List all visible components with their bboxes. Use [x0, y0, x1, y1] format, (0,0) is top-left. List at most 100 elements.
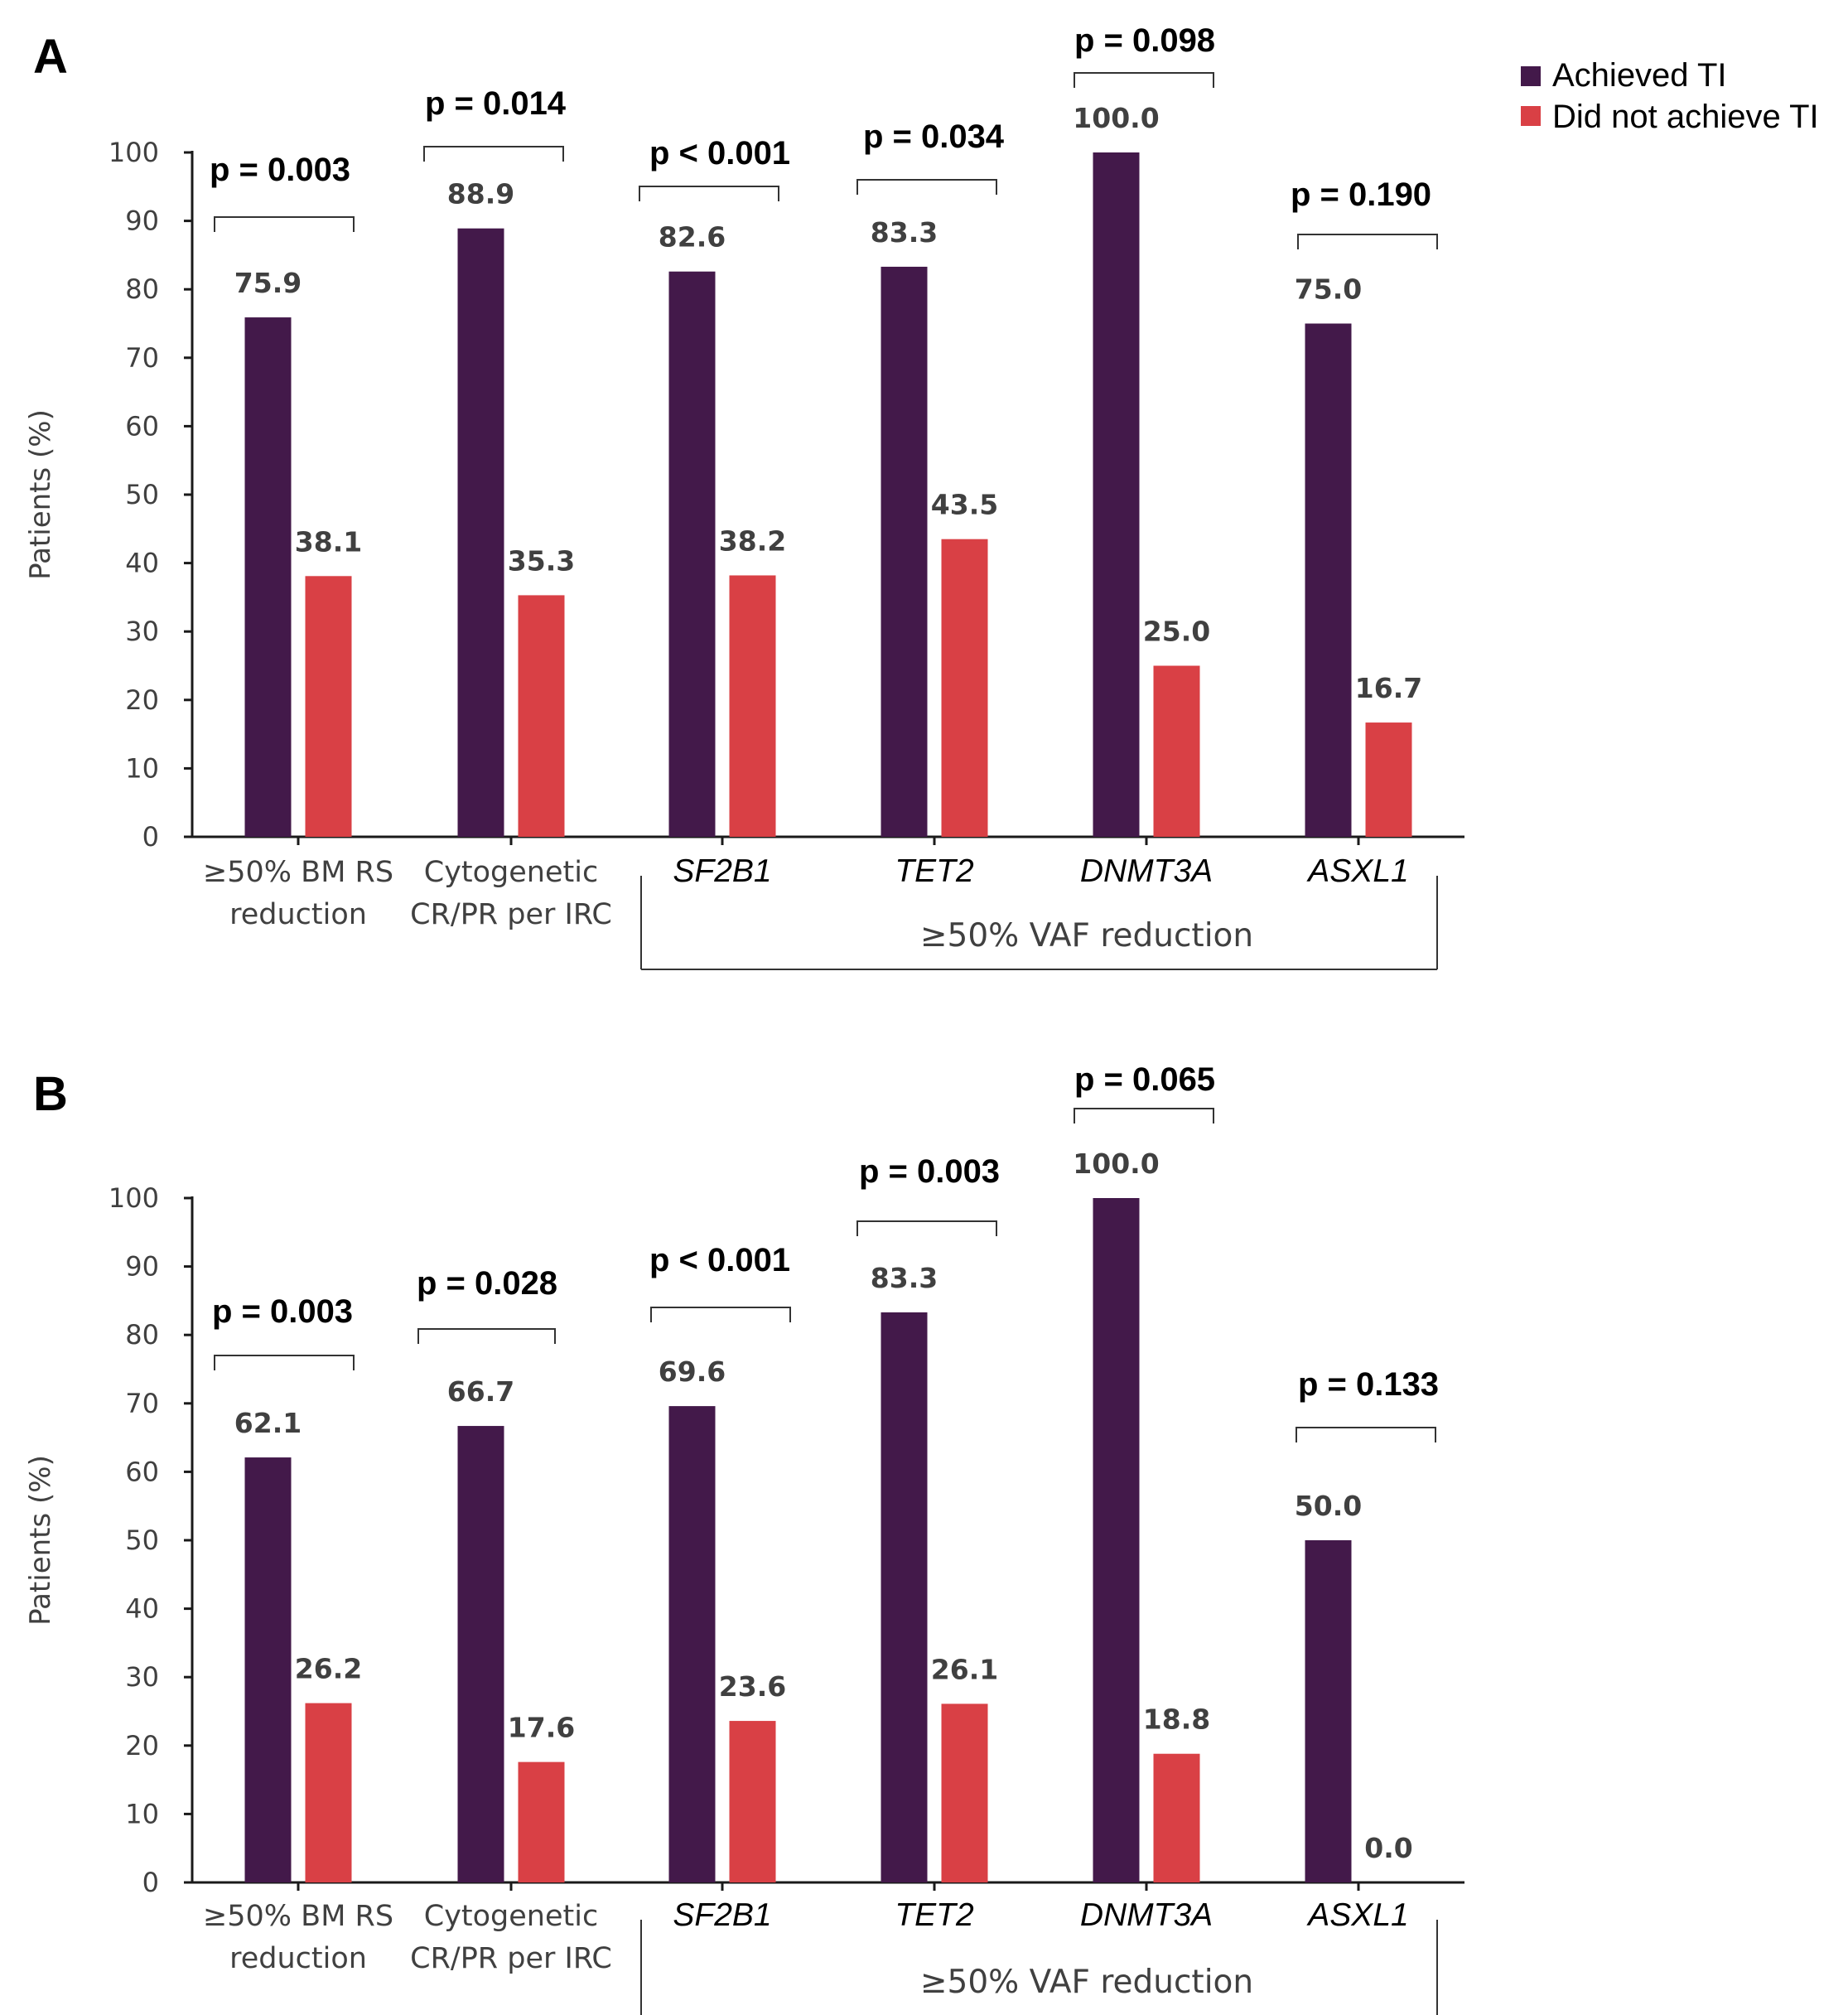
p-value-bracket: [1074, 72, 1214, 88]
bar-value-label: 75.0: [1295, 273, 1362, 306]
y-axis-label: Patients (%): [24, 1455, 57, 1626]
x-category-label: DNMT3A: [1080, 1897, 1213, 1933]
legend-label-achieved: Achieved TI: [1552, 57, 1727, 94]
p-value-label: p = 0.133: [1298, 1366, 1439, 1403]
bar-value-label: 66.7: [447, 1375, 514, 1408]
p-value-bracket: [856, 179, 997, 195]
y-tick-label: 80: [125, 273, 159, 305]
x-category-label: reduction: [229, 1942, 367, 1975]
y-tick-label: 30: [125, 1661, 159, 1693]
bar-value-label: 88.9: [447, 178, 514, 210]
bar-achieved: [244, 1457, 292, 1882]
x-category-label: CR/PR per IRC: [410, 1942, 612, 1975]
bar-value-label: 69.6: [659, 1355, 726, 1388]
bar-value-label: 17.6: [508, 1712, 575, 1744]
y-tick-label: 20: [125, 1730, 159, 1761]
bar-value-label: 38.1: [295, 525, 362, 558]
y-tick-label: 70: [125, 1388, 159, 1419]
bar-not-achieved: [518, 595, 565, 837]
x-category-label: ASXL1: [1306, 1897, 1408, 1933]
y-axis-label: Patients (%): [24, 409, 57, 580]
x-category-label: Cytogenetic: [424, 856, 598, 889]
y-tick-label: 50: [125, 479, 159, 510]
bar-achieved: [881, 1312, 928, 1882]
bar-value-label: 75.9: [234, 267, 302, 299]
group-label: ≥50% VAF reduction: [920, 917, 1253, 954]
bar-value-label: 100.0: [1073, 1148, 1159, 1180]
y-tick-label: 100: [109, 1182, 159, 1214]
panel-letter: A: [33, 30, 68, 84]
bar-not-achieved: [729, 575, 776, 837]
p-value-bracket: [417, 1328, 556, 1344]
y-tick-label: 10: [125, 1798, 159, 1829]
y-tick-label: 0: [142, 1867, 159, 1898]
panel-letter: B: [33, 1067, 68, 1121]
bar-value-label: 16.7: [1355, 672, 1422, 704]
x-category-label: ≥50% BM RS: [203, 856, 393, 889]
bar-value-label: 50.0: [1295, 1490, 1362, 1522]
bar-not-achieved: [729, 1721, 776, 1882]
x-category-label: TET2: [895, 853, 974, 889]
p-value-label: p = 0.065: [1074, 1061, 1215, 1098]
bar-not-achieved: [518, 1761, 565, 1882]
panel-b-chart: B 0 10 20 30 40 50 60 70 80 90 100 Patients (%) 62.1 2…: [24, 1061, 1464, 2015]
p-value-label: p = 0.098: [1074, 22, 1215, 59]
y-tick-label: 70: [125, 342, 159, 374]
bar-not-achieved: [305, 1703, 352, 1882]
y-tick-label: 10: [125, 752, 159, 784]
bar-value-label: 43.5: [931, 489, 998, 521]
bar-value-label: 82.6: [659, 221, 726, 254]
x-category-label: reduction: [229, 898, 367, 931]
y-tick-label: 90: [125, 205, 159, 237]
bar-achieved: [1093, 152, 1140, 837]
bar-value-label: 100.0: [1073, 102, 1159, 134]
p-value-bracket: [650, 1307, 791, 1322]
y-tick-label: 80: [125, 1319, 159, 1351]
y-tick-label: 60: [125, 1456, 159, 1487]
bar-achieved: [1305, 1540, 1352, 1882]
group-label: ≥50% VAF reduction: [920, 1964, 1253, 2001]
y-tick-label: 100: [109, 137, 159, 168]
bar-achieved: [668, 271, 716, 837]
x-category-label: SF2B1: [673, 1897, 771, 1933]
y-tick-label: 30: [125, 616, 159, 647]
p-value-label: p < 0.001: [649, 135, 790, 172]
bar-value-label: 25.0: [1143, 616, 1210, 648]
p-value-bracket: [1074, 1108, 1214, 1123]
legend-swatch-not-achieved: [1521, 106, 1541, 126]
p-value-label: p = 0.003: [210, 152, 350, 188]
bar-achieved: [244, 317, 292, 837]
p-value-label: p < 0.001: [649, 1242, 790, 1278]
bar-achieved: [457, 228, 504, 837]
bar-not-achieved: [1153, 1753, 1200, 1882]
x-category-label: TET2: [895, 1897, 974, 1933]
y-tick-label: 40: [125, 548, 159, 579]
bar-not-achieved: [941, 1703, 988, 1882]
panel-a-chart: A 0 10 20 30 40 50 60 70 80 90 100 Patients (%) 75.9 3…: [24, 22, 1464, 970]
y-tick-label: 50: [125, 1525, 159, 1556]
bar-not-achieved: [305, 576, 352, 837]
x-category-label: DNMT3A: [1080, 853, 1213, 889]
y-tick-label: 20: [125, 684, 159, 716]
p-value-bracket: [423, 146, 564, 162]
p-value-bracket: [214, 216, 355, 232]
bar-value-label: 83.3: [871, 1262, 938, 1294]
bar-value-label: 38.2: [719, 524, 786, 557]
legend-label-not-achieved: Did not achieve TI: [1552, 99, 1819, 135]
bar-achieved: [457, 1426, 504, 1882]
p-value-label: p = 0.003: [859, 1153, 1000, 1190]
y-tick-label: 90: [125, 1251, 159, 1283]
x-category-label: Cytogenetic: [424, 1900, 598, 1933]
bar-value-label: 18.8: [1143, 1703, 1210, 1736]
p-value-label: p = 0.014: [425, 85, 567, 122]
bar-value-label: 0.0: [1364, 1832, 1412, 1864]
bar-not-achieved: [1365, 722, 1412, 837]
bar-achieved: [1093, 1198, 1140, 1882]
x-category-label: CR/PR per IRC: [410, 898, 612, 931]
x-category-label: SF2B1: [673, 853, 771, 889]
y-tick-label: 0: [142, 821, 159, 853]
bar-not-achieved: [1153, 665, 1200, 837]
y-tick-label: 60: [125, 410, 159, 442]
bar-achieved: [1305, 323, 1352, 837]
